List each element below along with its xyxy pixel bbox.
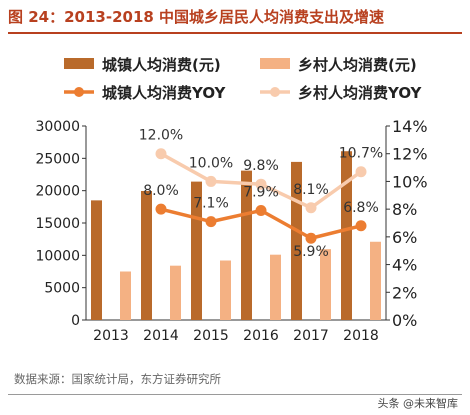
x-tick-label: 2018 bbox=[343, 328, 379, 344]
point-rural-yoy bbox=[205, 175, 217, 187]
right-tick-label: 0% bbox=[392, 311, 417, 330]
x-tick-label: 2014 bbox=[143, 328, 179, 344]
point-urban-yoy bbox=[355, 220, 367, 232]
legend-label: 乡村人均消费(元) bbox=[298, 56, 417, 74]
right-tick-label: 8% bbox=[392, 200, 417, 219]
x-tick-label: 2016 bbox=[243, 328, 279, 344]
bar-urban bbox=[141, 190, 152, 320]
point-urban-yoy bbox=[255, 205, 267, 217]
right-tick-label: 2% bbox=[392, 283, 417, 302]
point-urban-yoy bbox=[155, 203, 167, 215]
data-label-rural-yoy: 9.8% bbox=[243, 158, 279, 174]
data-label-rural-yoy: 10.7% bbox=[339, 146, 383, 162]
source-note: 数据来源：国家统计局，东方证券研究所 bbox=[14, 372, 221, 386]
left-tick-label: 20000 bbox=[35, 184, 80, 200]
left-tick-label: 30000 bbox=[35, 119, 80, 135]
left-tick-label: 15000 bbox=[35, 216, 80, 232]
left-tick-label: 5000 bbox=[44, 281, 80, 297]
legend-label: 城镇人均消费YOY bbox=[102, 84, 227, 102]
lines bbox=[155, 148, 367, 244]
x-tick-label: 2015 bbox=[193, 328, 229, 344]
legend: 城镇人均消费(元) 乡村人均消费(元) 城镇人均消费YOY 乡村人均消费YOY bbox=[64, 56, 423, 102]
bar-urban bbox=[341, 151, 352, 320]
bar-rural bbox=[270, 254, 281, 320]
title-divider bbox=[8, 32, 462, 34]
data-label-urban-yoy: 8.0% bbox=[143, 183, 179, 199]
right-tick-label: 14% bbox=[392, 117, 428, 136]
bar-rural bbox=[370, 241, 381, 320]
source-divider bbox=[8, 394, 462, 395]
legend-marker bbox=[270, 87, 280, 97]
x-tick-label: 2017 bbox=[293, 328, 329, 344]
data-label-rural-yoy: 8.1% bbox=[293, 182, 329, 198]
bars bbox=[91, 151, 381, 320]
right-tick-label: 12% bbox=[392, 145, 428, 164]
data-label-urban-yoy: 7.9% bbox=[243, 185, 279, 201]
left-tick-label: 0 bbox=[71, 313, 80, 329]
right-tick-label: 10% bbox=[392, 172, 428, 191]
point-rural-yoy bbox=[305, 202, 317, 214]
bar-rural bbox=[120, 271, 131, 320]
legend-marker bbox=[74, 87, 84, 97]
point-rural-yoy bbox=[355, 166, 367, 178]
bar-urban bbox=[291, 161, 302, 320]
data-label-urban-yoy: 6.8% bbox=[343, 200, 379, 216]
bar-rural bbox=[170, 265, 181, 320]
data-label-rural-yoy: 12.0% bbox=[139, 128, 183, 144]
chart: 城镇人均消费(元) 乡村人均消费(元) 城镇人均消费YOY 乡村人均消费YOY 0 50… bbox=[35, 56, 427, 344]
data-label-urban-yoy: 7.1% bbox=[193, 196, 229, 212]
chart-title: 图 24：2013-2018 中国城乡居民人均消费支出及增速 bbox=[8, 8, 385, 26]
bar-urban bbox=[241, 170, 252, 320]
point-rural-yoy bbox=[155, 148, 167, 160]
legend-label: 乡村人均消费YOY bbox=[298, 84, 423, 102]
bar-rural bbox=[220, 260, 231, 320]
right-tick-label: 4% bbox=[392, 256, 417, 275]
bar-urban bbox=[191, 181, 202, 320]
watermark: 头条 @未来智库 bbox=[377, 397, 459, 410]
data-label-rural-yoy: 10.0% bbox=[189, 155, 233, 171]
bar-rural bbox=[320, 249, 331, 320]
bar-urban bbox=[91, 200, 102, 320]
point-urban-yoy bbox=[305, 232, 317, 244]
legend-swatch bbox=[260, 58, 290, 69]
right-tick-label: 6% bbox=[392, 228, 417, 247]
data-labels: 8.0% 7.1% 7.9% 5.9% 6.8% 12.0% 10.0% 9.8% 8.1% 10… bbox=[139, 128, 383, 261]
point-rural-yoy bbox=[255, 178, 267, 190]
left-tick-label: 10000 bbox=[35, 248, 80, 264]
legend-swatch bbox=[64, 58, 94, 69]
axes: 0 5000 10000 15000 20000 25000 30000 0% 2% 4% 6% 8%… bbox=[35, 117, 427, 344]
left-tick-label: 25000 bbox=[35, 151, 80, 167]
x-tick-label: 2013 bbox=[93, 328, 129, 344]
legend-label: 城镇人均消费(元) bbox=[102, 56, 221, 74]
data-label-urban-yoy: 5.9% bbox=[293, 244, 329, 260]
point-urban-yoy bbox=[205, 216, 217, 228]
